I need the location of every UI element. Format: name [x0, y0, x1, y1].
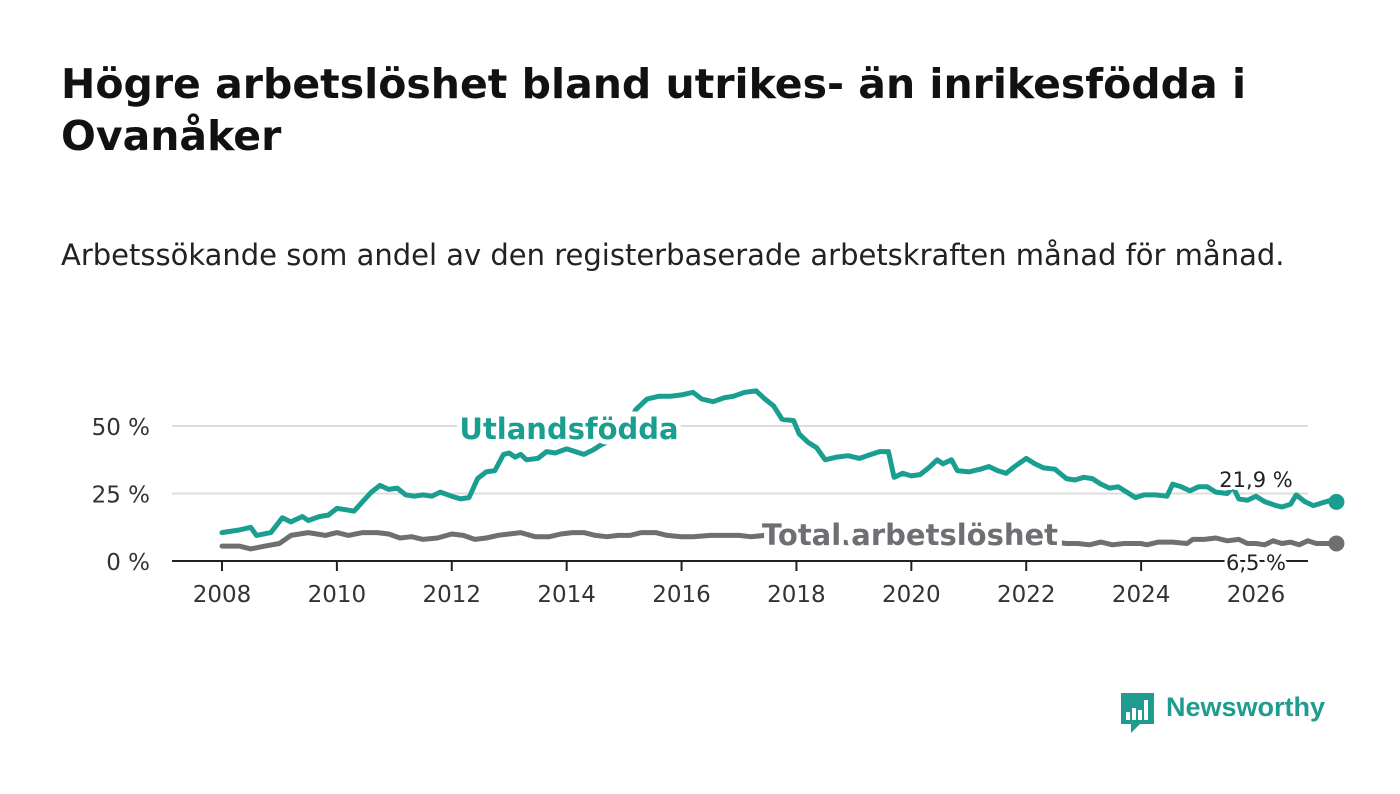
end-value-label-utlandsfodda: 21,9 %	[1219, 468, 1292, 492]
end-point-utlandsfodda	[1328, 493, 1345, 510]
series-line-total	[219, 530, 1339, 552]
series-lines	[219, 388, 1345, 552]
end-value-label-total: 6,5 %	[1226, 551, 1286, 575]
series-line-utlandsfodda	[219, 388, 1339, 538]
newsworthy-logo[interactable]: Newsworthy	[1118, 690, 1348, 736]
series-labels: Utlandsfödda Total arbetslöshet 21,9 % 6,5 …	[454, 407, 1295, 578]
y-tick-label: 50 %	[92, 415, 150, 441]
bar-chart-speech-bubble-icon	[1121, 693, 1154, 733]
end-point-total	[1328, 535, 1345, 552]
x-tick-label: 2026	[1227, 582, 1286, 608]
x-tick-label: 2012	[423, 582, 482, 608]
x-tick-label: 2008	[193, 582, 252, 608]
series-label-utlandsfodda: Utlandsfödda	[459, 412, 678, 446]
x-tick-label: 2022	[997, 582, 1056, 608]
chart-subtitle: Arbetssökande som andel av den registerb…	[61, 238, 1285, 272]
y-tick-label: 25 %	[92, 483, 150, 509]
x-tick-label: 2010	[308, 582, 367, 608]
gridlines	[172, 425, 1308, 495]
series-label-total: Total arbetslöshet	[762, 518, 1058, 552]
brand-name: Newsworthy	[1166, 692, 1326, 722]
x-axis: 2008 2010 2012 2014 2016 2018 2020 2022 2024 2026	[172, 560, 1308, 608]
x-tick-label: 2014	[537, 582, 596, 608]
chart-title: Högre arbetslöshet bland utrikes- än inr…	[61, 60, 1246, 160]
x-tick-label: 2016	[652, 582, 711, 608]
x-tick-label: 2018	[767, 582, 826, 608]
y-tick-label: 0 %	[106, 550, 150, 576]
y-axis-tick-labels: 0 % 25 % 50 %	[92, 415, 150, 576]
x-tick-label: 2024	[1112, 582, 1171, 608]
x-tick-label: 2020	[882, 582, 941, 608]
